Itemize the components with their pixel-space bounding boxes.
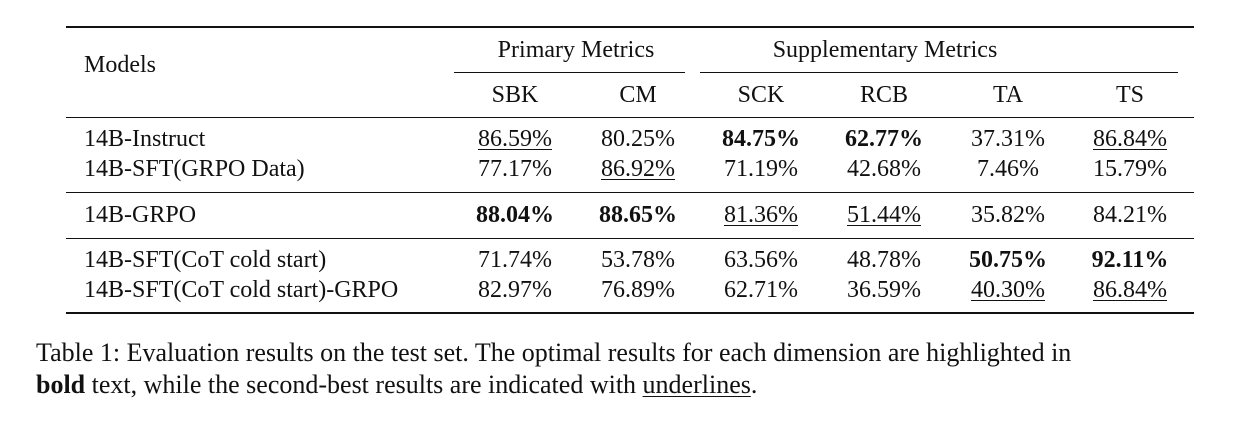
table-cell: 63.56% [724, 247, 798, 273]
table-cell: 48.78% [847, 247, 921, 273]
caption-underline-word: underlines [642, 370, 751, 399]
column-header-rcb: RCB [859, 82, 909, 108]
table-cell: 37.31% [971, 126, 1045, 152]
table-cell: 15.79% [1093, 156, 1167, 182]
table-cell: 42.68% [847, 156, 921, 182]
column-header-ta: TA [992, 82, 1024, 108]
row-model-label: 14B-SFT(CoT cold start)-GRPO [84, 277, 399, 303]
table-top-rule [66, 26, 1194, 28]
column-header-sbk: SBK [491, 82, 539, 108]
table-cell: 92.11% [1091, 247, 1169, 273]
table-cell: 84.21% [1093, 202, 1167, 228]
table-cell: 40.30% [971, 277, 1045, 303]
table-cell: 62.77% [845, 126, 923, 152]
table-cell: 71.74% [478, 247, 552, 273]
column-header-cm: CM [619, 82, 657, 108]
supplementary-metrics-header: Supplementary Metrics [772, 37, 998, 63]
caption-line-2: bold text, while the second-best results… [36, 368, 757, 402]
primary-metrics-underline [454, 72, 685, 73]
table-cell: 76.89% [601, 277, 675, 303]
supplementary-metrics-underline [700, 72, 1178, 73]
row-model-label: 14B-SFT(GRPO Data) [84, 156, 305, 182]
column-header-ts: TS [1115, 82, 1145, 108]
table-cell: 7.46% [977, 156, 1039, 182]
table-cell: 53.78% [601, 247, 675, 273]
column-header-sck: SCK [737, 82, 785, 108]
group1-bottom-rule [66, 192, 1194, 193]
table-cell: 77.17% [478, 156, 552, 182]
caption-end-text: . [750, 370, 758, 399]
caption-line-1: Table 1: Evaluation results on the test … [36, 338, 1072, 367]
row-model-label: 14B-GRPO [84, 202, 197, 228]
caption-middle-text: text, while the second-best results are … [85, 370, 643, 399]
table-cell: 51.44% [847, 202, 921, 228]
table-cell: 86.92% [601, 156, 675, 182]
table-cell: 71.19% [724, 156, 798, 182]
table-cell: 88.04% [476, 202, 554, 228]
group2-bottom-rule [66, 238, 1194, 239]
caption-bold-word: bold [36, 370, 86, 399]
table-cell: 86.84% [1093, 126, 1167, 152]
table-cell: 80.25% [601, 126, 675, 152]
header-bottom-rule [66, 117, 1194, 118]
table-cell: 81.36% [724, 202, 798, 228]
primary-metrics-header: Primary Metrics [497, 37, 655, 63]
row-model-label: 14B-Instruct [84, 126, 206, 152]
table-cell: 84.75% [722, 126, 800, 152]
table-cell: 82.97% [478, 277, 552, 303]
table-cell: 62.71% [724, 277, 798, 303]
table-cell: 35.82% [971, 202, 1045, 228]
table-cell: 36.59% [847, 277, 921, 303]
table-cell: 88.65% [599, 202, 677, 228]
table-cell: 86.59% [478, 126, 552, 152]
models-header: Models [84, 52, 156, 78]
row-model-label: 14B-SFT(CoT cold start) [84, 247, 327, 273]
table-cell: 50.75% [969, 247, 1047, 273]
table-bottom-rule [66, 312, 1194, 314]
table-cell: 86.84% [1093, 277, 1167, 303]
